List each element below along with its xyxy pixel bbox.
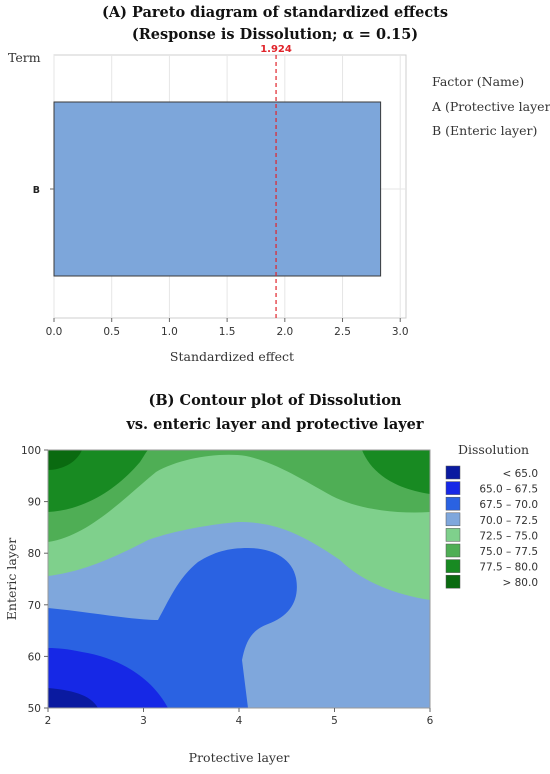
contour-x-tick-label: 2 [45,715,52,727]
legend-label: 70.0 – 72.5 [479,515,538,527]
legend-label: < 65.0 [502,468,538,480]
contour-x-tick-label: 4 [236,715,243,727]
legend-label: 65.0 – 67.5 [479,484,538,496]
contour-legend-title: Dissolution [458,442,529,457]
pareto-x-tick-label: 0.0 [46,326,63,338]
legend-swatch [445,512,461,527]
contour-region-below-65 [48,688,98,708]
pareto-x-tick-label: 2.5 [334,326,351,338]
contour-y-tick-label: 80 [28,548,41,560]
contour-x-tick-label: 5 [331,715,338,727]
contour-regions [48,450,430,708]
pareto-x-tick-label: 3.0 [392,326,409,338]
legend-label: 72.5 – 75.0 [479,530,538,542]
pareto-x-tick-label: 1.0 [161,326,178,338]
contour-y-tick-label: 70 [28,600,41,612]
contour-y-tick-label: 90 [28,497,41,509]
legend-label: 67.5 – 70.0 [479,499,538,511]
pareto-legend-title: Factor (Name) [432,74,524,89]
contour-x-axis-label: Protective layer [189,750,290,765]
pareto-title: (A) Pareto diagram of standardized effec… [102,4,448,21]
contour-legend: < 65.0 65.0 – 67.5 67.5 – 70.0 70.0 – 72.5 7… [445,465,538,589]
pareto-legend-entry-a: A (Protective layer) [431,99,550,114]
legend-swatch [445,543,461,558]
pareto-legend-entry-b: B (Enteric layer) [432,123,537,138]
legend-swatch [445,559,461,573]
pareto-x-tick-label: 0.5 [103,326,120,338]
legend-swatch [445,465,461,480]
reference-line-label: 1.924 [260,44,292,55]
legend-swatch [445,574,461,589]
contour-y-axis-label: Enteric layer [4,538,19,620]
contour-y-tick-label: 60 [28,651,41,663]
pareto-x-axis-label: Standardized effect [170,349,294,364]
pareto-y-axis-label: Term [8,50,41,65]
legend-swatch [445,481,461,495]
contour-y-tick-label: 50 [28,703,41,715]
category-tick-b: B [33,185,40,196]
pareto-bar-b [53,101,382,277]
pareto-subtitle: (Response is Dissolution; α = 0.15) [132,26,418,43]
legend-label: > 80.0 [502,577,538,589]
pareto-x-ticks: 0.0 0.5 1.0 1.5 2.0 2.5 3.0 [46,188,409,338]
pareto-x-tick-label: 2.0 [276,326,293,338]
contour-region-above-80 [48,450,82,470]
contour-x-tick-label: 3 [140,715,147,727]
contour-y-ticks: 50 60 70 80 90 100 [21,445,48,715]
legend-swatch [445,528,461,542]
legend-swatch [445,496,461,511]
contour-region-65-67.5 [48,648,168,708]
contour-subtitle: vs. enteric layer and protective layer [125,416,423,433]
pareto-x-tick-label: 1.5 [219,326,236,338]
contour-region-77.5-80-right [362,450,430,494]
legend-label: 77.5 – 80.0 [479,562,538,574]
contour-title: (B) Contour plot of Dissolution [149,392,402,409]
legend-label: 75.0 – 77.5 [479,546,538,558]
contour-y-tick-label: 100 [21,445,41,457]
contour-x-tick-label: 6 [427,715,434,727]
contour-region-77.5-80-left [48,450,148,512]
contour-x-ticks: 2 3 4 5 6 [45,708,434,727]
contour-region-75-77.5 [48,450,430,542]
